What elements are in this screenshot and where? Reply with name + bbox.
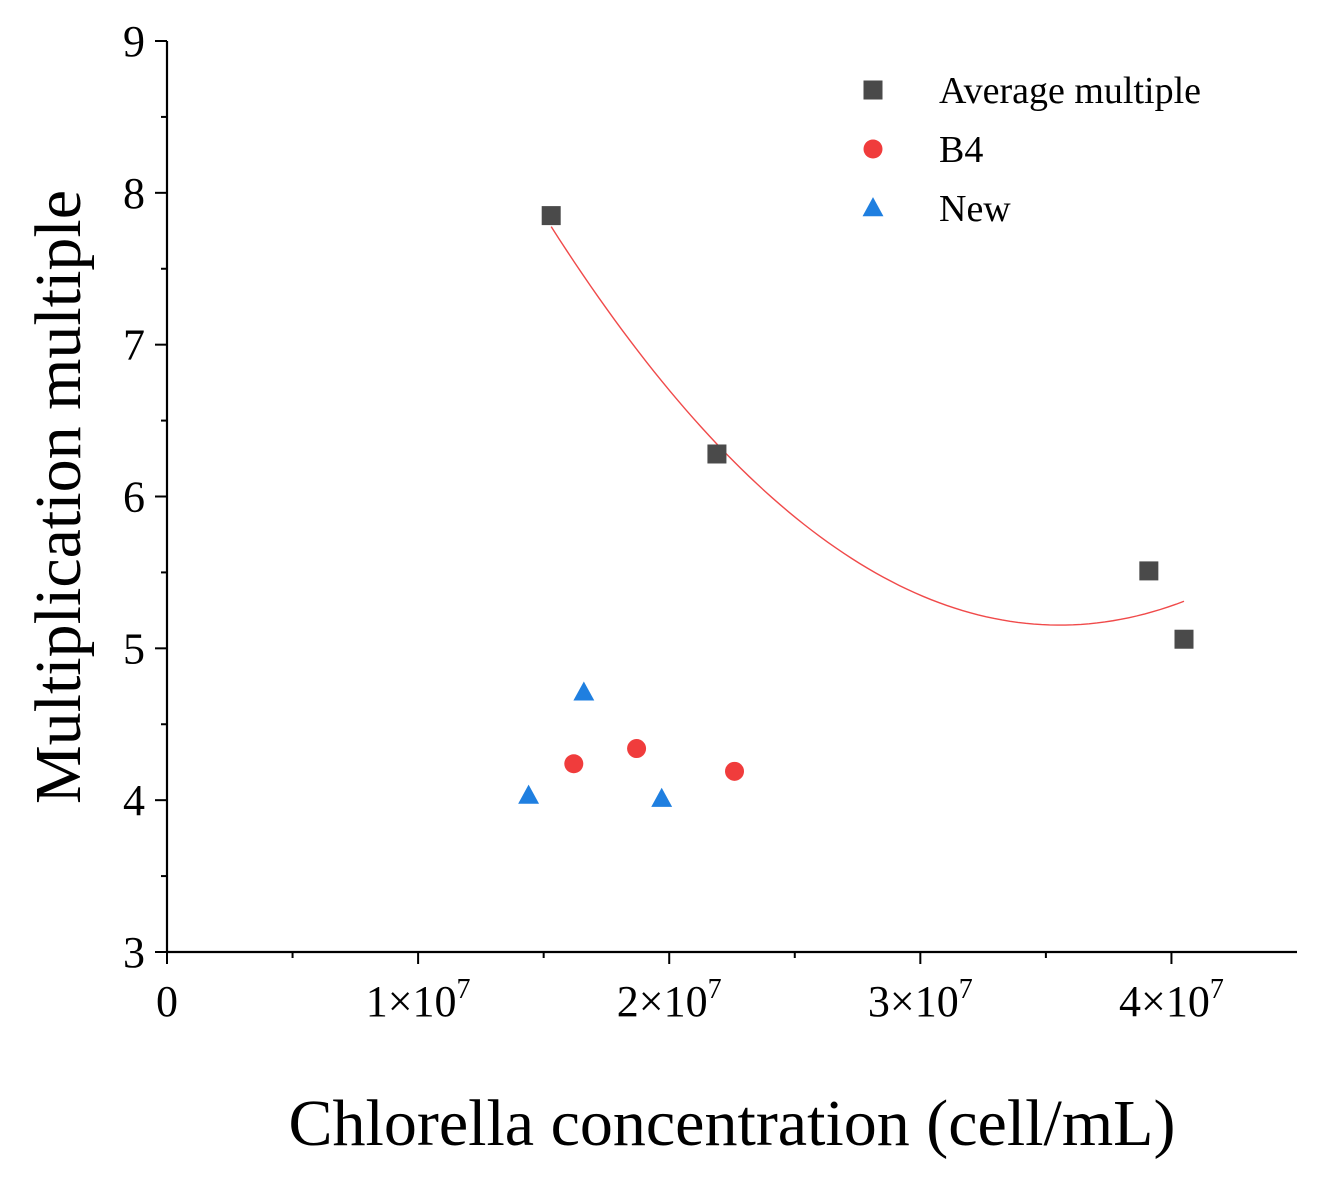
legend-marker-new: [862, 197, 884, 217]
x-tick-label-4: 4×107: [1119, 974, 1224, 1026]
data-point-average-multiple-1: [707, 444, 727, 464]
x-tick-label-1: 1×107: [366, 974, 471, 1026]
legend-marker-average-multiple: [863, 80, 883, 100]
legend-label-average-multiple: Average multiple: [939, 70, 1201, 112]
y-tick-label-6: 9: [123, 17, 145, 66]
data-point-new-1: [573, 681, 595, 701]
data-points: [518, 206, 1194, 807]
data-point-new-0: [518, 784, 540, 804]
y-tick-label-1: 4: [123, 776, 145, 825]
x-tick-label-3: 3×107: [868, 974, 973, 1026]
data-point-b4-0: [564, 754, 584, 774]
y-tick-label-5: 8: [123, 169, 145, 218]
axes: [165, 41, 1297, 954]
y-tick-label-0: 3: [123, 928, 145, 977]
data-point-average-multiple-2: [1139, 561, 1159, 581]
data-point-new-2: [651, 787, 673, 807]
x-axis-title: Chlorella concentration (cell/mL): [289, 1087, 1176, 1160]
ticks: 0 1×107 2×107 3×107 4×107 3 4 5 6 7 8 9: [123, 17, 1224, 1026]
x-tick-label-0: 0: [156, 977, 178, 1026]
y-axis-title: Multiplication multiple: [22, 190, 95, 804]
legend-marker-b4: [863, 139, 883, 159]
legend-label-new: New: [939, 188, 1011, 230]
legend: Average multiple B4 New: [862, 70, 1201, 230]
x-tick-label-2: 2×107: [617, 974, 722, 1026]
data-point-b4-2: [725, 761, 745, 781]
fit-curve-layer: [550, 226, 1185, 626]
data-point-average-multiple-3: [1174, 629, 1194, 649]
y-tick-label-2: 5: [123, 624, 145, 673]
fit-curve: [550, 226, 1185, 626]
data-point-b4-1: [627, 739, 647, 759]
data-point-average-multiple-0: [541, 206, 561, 226]
legend-label-b4: B4: [939, 129, 983, 171]
y-tick-label-3: 6: [123, 473, 145, 522]
y-tick-label-4: 7: [123, 321, 145, 370]
